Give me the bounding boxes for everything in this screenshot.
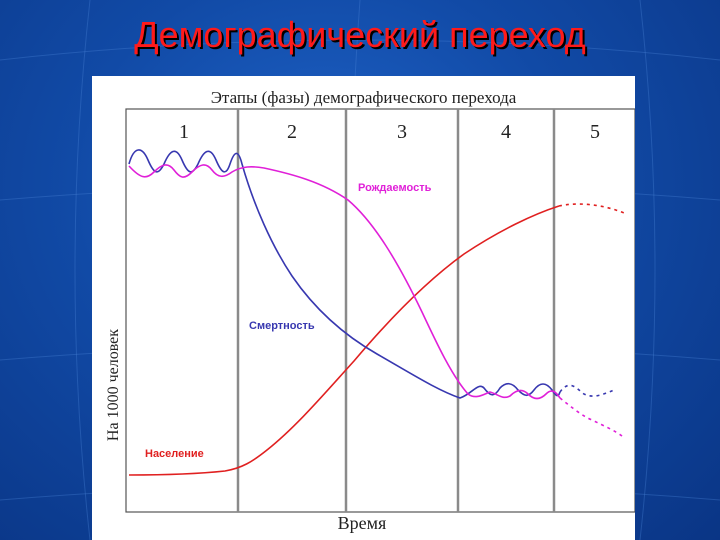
y-axis-label: На 1000 человек [105, 328, 122, 442]
demographic-transition-figure: Этапы (фазы) демографического перехода 1… [92, 76, 635, 540]
phase-label-3: 3 [397, 121, 407, 143]
population-label: Население [145, 448, 204, 460]
death-rate-curve [128, 149, 615, 399]
x-axis-label: Время [337, 513, 387, 533]
phase-label-2: 2 [287, 121, 297, 143]
birth-rate-curve [128, 164, 623, 437]
phase-dividers [236, 109, 556, 512]
population-curve [128, 203, 625, 476]
phase-label-4: 4 [501, 121, 511, 143]
death-rate-label: Смертность [249, 320, 315, 332]
slide-title: Демографический переход [134, 14, 586, 55]
figure-plot [125, 108, 635, 513]
figure-title: Этапы (фазы) демографического перехода [210, 88, 517, 107]
birth-rate-label: Рождаемость [358, 182, 432, 194]
plot-frame [125, 108, 635, 513]
phase-label-5: 5 [590, 121, 600, 143]
phase-label-1: 1 [179, 121, 189, 143]
